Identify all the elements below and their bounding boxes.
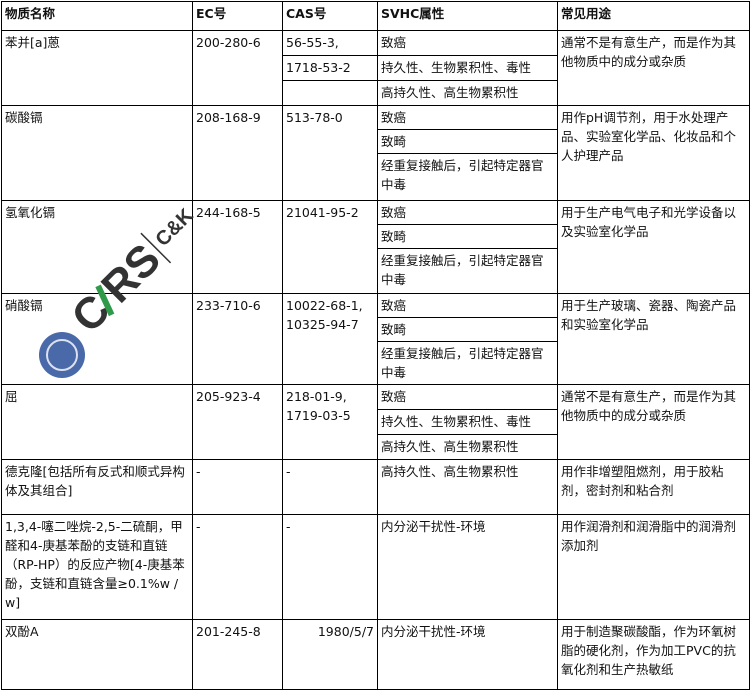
cell-use: 通常不是有意生产，而是作为其他物质中的成分或杂质: [557, 30, 750, 106]
cell-svhc: 内分泌干扰性-环境: [377, 514, 558, 620]
cell-ec: 200-280-6: [192, 30, 283, 106]
cell-cas: 1980/5/7: [282, 619, 378, 690]
cell-svhc: 致癌: [377, 30, 558, 56]
cell-svhc: 持久性、生物累积性、毒性: [377, 55, 558, 81]
cell-use: 用作非增塑阻燃剂，用于胶粘剂，密封剂和粘合剂: [557, 459, 750, 515]
cell-use: 用于制造聚碳酸酯，作为环氧树脂的硬化剂，作为加工PVC的抗氧化剂和生产热敏纸: [557, 619, 750, 690]
cell-svhc: 致癌: [377, 384, 558, 410]
cell-svhc: 致畸: [377, 129, 558, 154]
cell-ec: 233-710-6: [192, 293, 283, 385]
header-name: 物质名称: [1, 1, 193, 31]
table-row: 氢氧化镉 244-168-5 21041-95-2 致癌 用于生产电气电子和光学…: [1, 200, 750, 294]
cell-cas: 21041-95-2: [282, 200, 378, 294]
cell-name: 双酚A: [1, 619, 193, 690]
header-cas: CAS号: [282, 1, 378, 31]
cell-svhc: 内分泌干扰性-环境: [377, 619, 558, 690]
table-row: 苯并[a]蒽 200-280-6 56-55-3, 致癌 通常不是有意生产，而是…: [1, 30, 750, 106]
cell-cas: 218-01-9, 1719-03-5: [282, 384, 378, 460]
cell-name: 屈: [1, 384, 193, 460]
cell-svhc: 经重复接触后，引起特定器官中毒: [377, 248, 558, 294]
cell-ec: 208-168-9: [192, 105, 283, 201]
cell-name: 德克隆[包括所有反式和顺式异构体及其组合]: [1, 459, 193, 515]
table-row: 屈 205-923-4 218-01-9, 1719-03-5 致癌 通常不是有…: [1, 384, 750, 460]
cell-cas: 1718-53-2: [282, 55, 378, 81]
cell-use: 通常不是有意生产，而是作为其他物质中的成分或杂质: [557, 384, 750, 460]
table-row: 1,3,4-噻二唑烷-2,5-二硫酮，甲醛和4-庚基苯酚的支链和直链（RP-HP…: [1, 514, 750, 620]
cell-svhc: 高持久性、高生物累积性: [377, 459, 558, 515]
cell-svhc: 致癌: [377, 293, 558, 318]
cell-name: 1,3,4-噻二唑烷-2,5-二硫酮，甲醛和4-庚基苯酚的支链和直链（RP-HP…: [1, 514, 193, 620]
cell-cas: [282, 80, 378, 106]
cell-cas: -: [282, 514, 378, 620]
cell-ec: 244-168-5: [192, 200, 283, 294]
cell-svhc: 高持久性、高生物累积性: [377, 434, 558, 460]
cell-use: 用作润滑剂和润滑脂中的润滑剂添加剂: [557, 514, 750, 620]
cell-cas: -: [282, 459, 378, 515]
cell-name: 碳酸镉: [1, 105, 193, 201]
cell-cas: 56-55-3,: [282, 30, 378, 56]
cell-use: 用于生产电气电子和光学设备以及实验室化学品: [557, 200, 750, 294]
cell-cas: 513-78-0: [282, 105, 378, 201]
cell-svhc: 致畸: [377, 317, 558, 342]
cell-svhc: 致癌: [377, 105, 558, 130]
cell-ec: 205-923-4: [192, 384, 283, 460]
table-row: 德克隆[包括所有反式和顺式异构体及其组合] - - 高持久性、高生物累积性 用作…: [1, 459, 750, 515]
cell-svhc: 高持久性、高生物累积性: [377, 80, 558, 106]
table-row: 硝酸镉 233-710-6 10022-68-1, 10325-94-7 致癌 …: [1, 293, 750, 385]
header-row: 物质名称 EC号 CAS号 SVHC属性 常见用途: [1, 1, 750, 31]
table-row: 双酚A 201-245-8 1980/5/7 内分泌干扰性-环境 用于制造聚碳酸…: [1, 619, 750, 690]
cell-svhc: 致癌: [377, 200, 558, 225]
cell-svhc: 经重复接触后，引起特定器官中毒: [377, 153, 558, 201]
cell-name: 氢氧化镉: [1, 200, 193, 294]
cell-name: 苯并[a]蒽: [1, 30, 193, 106]
cell-name: 硝酸镉: [1, 293, 193, 385]
header-use: 常见用途: [557, 1, 750, 31]
cell-cas: 10022-68-1, 10325-94-7: [282, 293, 378, 385]
cell-ec: 201-245-8: [192, 619, 283, 690]
header-svhc: SVHC属性: [377, 1, 558, 31]
cell-svhc: 持久性、生物累积性、毒性: [377, 409, 558, 435]
cell-svhc: 致畸: [377, 224, 558, 249]
cell-svhc: 经重复接触后，引起特定器官中毒: [377, 341, 558, 385]
cell-use: 用作pH调节剂，用于水处理产品、实验室化学品、化妆品和个人护理产品: [557, 105, 750, 201]
header-ec: EC号: [192, 1, 283, 31]
table-row: 碳酸镉 208-168-9 513-78-0 致癌 用作pH调节剂，用于水处理产…: [1, 105, 750, 201]
cell-ec: -: [192, 459, 283, 515]
cell-ec: -: [192, 514, 283, 620]
cell-use: 用于生产玻璃、瓷器、陶瓷产品和实验室化学品: [557, 293, 750, 385]
